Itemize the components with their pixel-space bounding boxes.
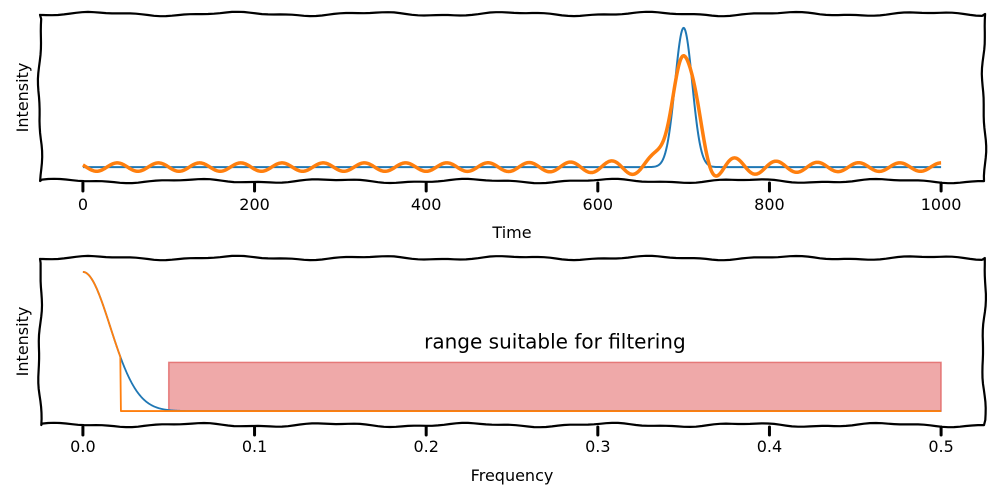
x-tick-label: 0.2 <box>413 437 438 456</box>
shaded-filter-range <box>167 361 942 412</box>
plot-frame <box>37 254 987 429</box>
x-tick-label: 0.0 <box>70 437 95 456</box>
y-axis-label: Intensity <box>13 307 32 377</box>
x-tick-label: 400 <box>411 195 442 214</box>
x-tick-label: 0.1 <box>242 437 267 456</box>
x-axis-label: Frequency <box>471 466 554 485</box>
x-tick-label: 0.3 <box>585 437 610 456</box>
frequency-domain-plot: 0.0 0.1 0.2 0.3 0.4 0.5 Frequency Intensity rang… <box>13 254 987 485</box>
time-domain-plot: 0 200 400 600 800 1000 Time Intensity <box>13 10 988 242</box>
x-tick-label: 600 <box>583 195 614 214</box>
y-axis-label: Intensity <box>13 63 32 133</box>
series-line-2 <box>82 271 942 412</box>
plot-frame <box>36 10 988 185</box>
x-tick-label: 0 <box>78 195 88 214</box>
annotation-text: range suitable for filtering <box>424 329 685 353</box>
series-line-2 <box>81 54 943 178</box>
x-tick-label: 800 <box>754 195 785 214</box>
x-axis-label: Time <box>491 223 531 242</box>
x-tick-label: 200 <box>239 195 270 214</box>
x-tick-label: 0.5 <box>928 437 953 456</box>
series-line-1 <box>82 26 942 169</box>
x-tick-label: 1000 <box>921 195 962 214</box>
x-tick-label: 0.4 <box>757 437 782 456</box>
